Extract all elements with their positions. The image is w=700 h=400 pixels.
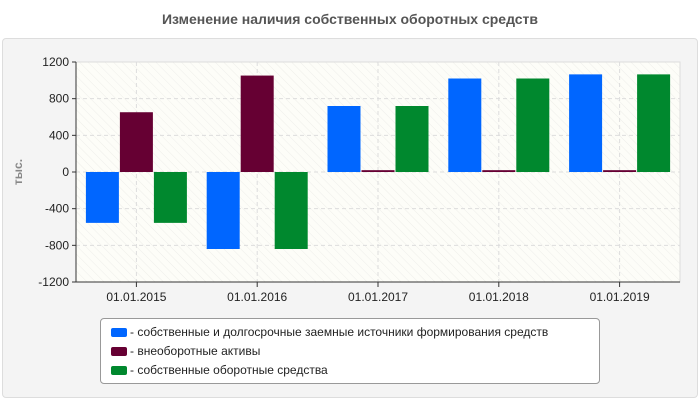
bar-1: [448, 78, 482, 172]
y-axis-label: тыс.: [11, 159, 25, 185]
bar-1: [327, 106, 361, 172]
bar-2: [482, 170, 516, 172]
tick-label-y: 400: [49, 128, 69, 142]
bar-3: [395, 106, 429, 172]
legend-label: - собственные и долгосрочные заемные ист…: [130, 325, 549, 339]
tick-label-x: 01.01.2016: [227, 290, 287, 304]
legend-swatch: [111, 327, 127, 337]
chart-title: Изменение наличия собственных оборотных …: [161, 11, 539, 27]
legend-item[interactable]: - собственные оборотные средства: [111, 362, 328, 378]
bar-2: [603, 170, 637, 172]
bar-3: [637, 74, 671, 172]
bar-2: [119, 112, 153, 172]
legend-label: - собственные оборотные средства: [130, 363, 328, 377]
bar-2: [240, 75, 274, 172]
tick-label-y: 0: [62, 165, 69, 179]
legend-label: - внеоборотные активы: [130, 344, 261, 358]
legend-item[interactable]: - собственные и долгосрочные заемные ист…: [111, 324, 548, 340]
bar-1: [85, 172, 119, 223]
tick-label-x: 01.01.2017: [348, 290, 408, 304]
legend-swatch: [111, 346, 127, 356]
tick-label-y: -1200: [38, 275, 69, 289]
tick-label-y: -400: [45, 202, 69, 216]
bar-3: [153, 172, 187, 223]
tick-label-x: 01.01.2018: [469, 290, 529, 304]
legend: - собственные и долгосрочные заемные ист…: [100, 318, 600, 384]
tick-label-y: 1200: [42, 55, 69, 69]
tick-label-x: 01.01.2015: [106, 290, 166, 304]
bar-3: [516, 78, 550, 172]
tick-label-y: 800: [49, 92, 69, 106]
bar-1: [206, 172, 240, 249]
legend-swatch: [111, 365, 127, 375]
legend-item[interactable]: - внеоборотные активы: [111, 343, 260, 359]
bar-3: [274, 172, 308, 249]
bar-1: [569, 74, 603, 172]
bar-2: [361, 170, 395, 172]
tick-label-y: -800: [45, 238, 69, 252]
tick-label-x: 01.01.2019: [590, 290, 650, 304]
